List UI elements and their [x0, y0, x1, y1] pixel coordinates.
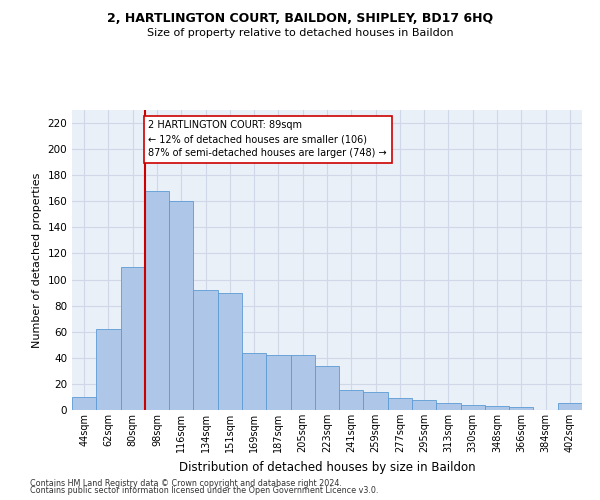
Bar: [339, 390, 364, 410]
Bar: [145, 191, 169, 410]
Bar: [242, 352, 266, 410]
Bar: [72, 397, 96, 410]
Bar: [436, 404, 461, 410]
Bar: [485, 406, 509, 410]
Bar: [388, 398, 412, 410]
Text: Contains HM Land Registry data © Crown copyright and database right 2024.: Contains HM Land Registry data © Crown c…: [30, 478, 342, 488]
Bar: [412, 400, 436, 410]
Bar: [121, 266, 145, 410]
Bar: [266, 355, 290, 410]
Bar: [461, 405, 485, 410]
Bar: [290, 355, 315, 410]
Bar: [558, 404, 582, 410]
X-axis label: Distribution of detached houses by size in Baildon: Distribution of detached houses by size …: [179, 460, 475, 473]
Bar: [509, 408, 533, 410]
Bar: [218, 292, 242, 410]
Text: 2, HARTLINGTON COURT, BAILDON, SHIPLEY, BD17 6HQ: 2, HARTLINGTON COURT, BAILDON, SHIPLEY, …: [107, 12, 493, 26]
Bar: [169, 202, 193, 410]
Text: Contains public sector information licensed under the Open Government Licence v3: Contains public sector information licen…: [30, 486, 379, 495]
Bar: [364, 392, 388, 410]
Text: 2 HARTLINGTON COURT: 89sqm
← 12% of detached houses are smaller (106)
87% of sem: 2 HARTLINGTON COURT: 89sqm ← 12% of deta…: [149, 120, 387, 158]
Y-axis label: Number of detached properties: Number of detached properties: [32, 172, 42, 348]
Bar: [193, 290, 218, 410]
Text: Size of property relative to detached houses in Baildon: Size of property relative to detached ho…: [146, 28, 454, 38]
Bar: [315, 366, 339, 410]
Bar: [96, 329, 121, 410]
